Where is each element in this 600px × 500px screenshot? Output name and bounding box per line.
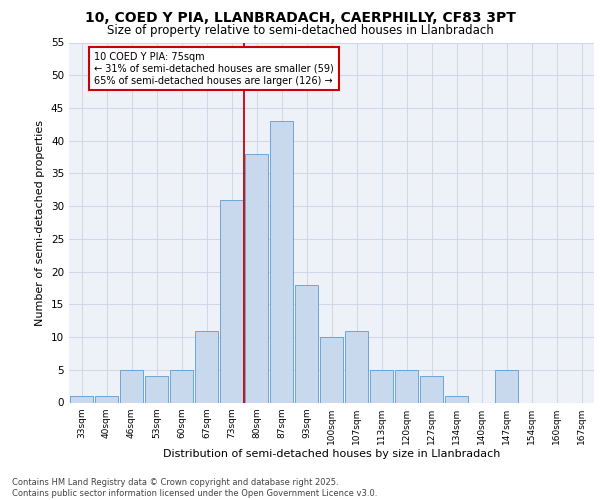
Bar	[195, 330, 218, 402]
Bar	[445, 396, 468, 402]
Bar	[70, 396, 93, 402]
Bar	[345, 330, 368, 402]
Text: 10 COED Y PIA: 75sqm
← 31% of semi-detached houses are smaller (59)
65% of semi-: 10 COED Y PIA: 75sqm ← 31% of semi-detac…	[94, 52, 334, 86]
Bar	[270, 121, 293, 402]
Text: Size of property relative to semi-detached houses in Llanbradach: Size of property relative to semi-detach…	[107, 24, 493, 37]
Bar	[420, 376, 443, 402]
Bar	[370, 370, 393, 402]
Text: Contains HM Land Registry data © Crown copyright and database right 2025.
Contai: Contains HM Land Registry data © Crown c…	[12, 478, 377, 498]
Bar	[245, 154, 268, 402]
Text: 10, COED Y PIA, LLANBRADACH, CAERPHILLY, CF83 3PT: 10, COED Y PIA, LLANBRADACH, CAERPHILLY,…	[85, 11, 515, 25]
Bar	[295, 284, 318, 403]
Bar	[145, 376, 168, 402]
Bar	[395, 370, 418, 402]
Y-axis label: Number of semi-detached properties: Number of semi-detached properties	[35, 120, 46, 326]
X-axis label: Distribution of semi-detached houses by size in Llanbradach: Distribution of semi-detached houses by …	[163, 450, 500, 460]
Bar	[120, 370, 143, 402]
Bar	[495, 370, 518, 402]
Bar	[170, 370, 193, 402]
Bar	[220, 200, 243, 402]
Bar	[95, 396, 118, 402]
Bar	[320, 337, 343, 402]
